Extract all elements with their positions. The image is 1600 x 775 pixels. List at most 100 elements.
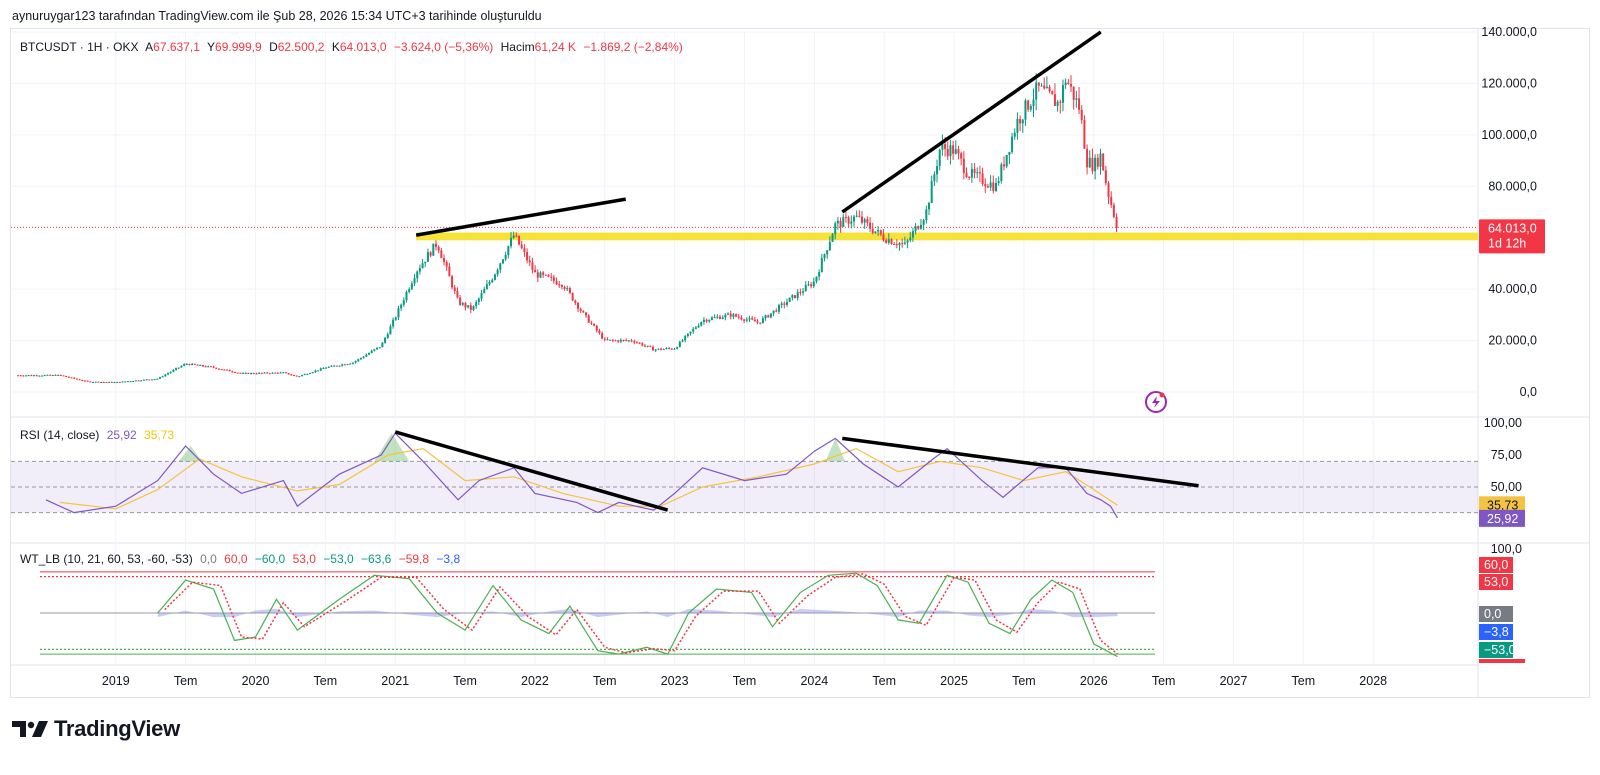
candle-body — [134, 380, 137, 382]
candle-body — [978, 172, 981, 174]
candle-body — [791, 295, 794, 298]
candle-body — [472, 306, 475, 310]
candle-body — [973, 168, 976, 174]
close-label: K — [331, 40, 340, 54]
candle-body — [863, 219, 866, 223]
candle-body — [593, 323, 596, 326]
candle-body — [936, 166, 939, 175]
candle-body — [622, 339, 625, 341]
wt-value-3: 53,0 — [292, 552, 316, 566]
candle-body — [359, 357, 362, 360]
candle-body — [542, 272, 545, 275]
candle-body — [325, 367, 328, 369]
trendline-2024-2025[interactable] — [841, 30, 1102, 214]
rsi-legend[interactable]: RSI (14, close) 25,92 35,73 — [20, 428, 178, 442]
rsi-title[interactable]: RSI (14, close) — [20, 428, 100, 442]
candle-body — [927, 203, 930, 210]
rsi-tick-label: 50,00 — [1491, 480, 1522, 494]
support-zone[interactable] — [416, 232, 1479, 241]
candle-body — [877, 230, 880, 232]
tradingview-logo[interactable]: TradingView — [12, 716, 180, 742]
candle-body — [467, 305, 470, 308]
candle-body — [268, 373, 271, 375]
main-legend[interactable]: BTCUSDT · 1H · OKX A67.637,1 Y69.999,9 D… — [20, 40, 687, 54]
candle-body — [19, 375, 22, 377]
candle-body — [686, 333, 689, 337]
candle-body — [555, 280, 558, 285]
candle-body — [595, 325, 598, 331]
candle-body — [1005, 155, 1008, 167]
price-pane[interactable] — [11, 30, 1479, 384]
candle-body — [1032, 99, 1035, 107]
open-value: 67.637,1 — [153, 40, 200, 54]
candle-body — [301, 375, 304, 377]
rsi-badge: 25,92 — [1479, 509, 1525, 527]
wt-title[interactable]: WT_LB (10, 21, 60, 53, -60, -53) — [20, 552, 193, 566]
candle-body — [550, 276, 553, 278]
candle-body — [451, 276, 454, 288]
time-tick-label: Tem — [593, 674, 617, 688]
rsi-ma-badge-bg — [1479, 496, 1525, 514]
candle-body — [255, 373, 258, 375]
candle-body — [373, 349, 376, 351]
candle-body — [1064, 82, 1067, 86]
wt1-line[interactable] — [157, 572, 1118, 658]
symbol-label[interactable]: BTCUSDT · 1H · OKX — [20, 40, 139, 54]
candle-body — [844, 217, 847, 219]
candle-body — [33, 375, 36, 377]
candle-body — [1037, 82, 1040, 86]
candle-body — [952, 145, 955, 154]
candle-body — [41, 375, 44, 377]
candle-body — [1107, 183, 1110, 197]
candle-body — [761, 318, 764, 324]
candle-body — [327, 366, 330, 368]
time-tick-label: Tem — [1152, 674, 1176, 688]
candle-body — [161, 376, 164, 378]
rsi-ma-line[interactable] — [59, 447, 1118, 510]
wt-legend[interactable]: WT_LB (10, 21, 60, 53, -60, -53) 0,0 60,… — [20, 552, 464, 566]
candle-body — [759, 322, 762, 324]
candle-body — [142, 379, 145, 381]
candle-body — [692, 328, 695, 332]
candle-body — [721, 317, 724, 319]
wt-pane[interactable] — [40, 571, 1155, 658]
candle-body — [25, 375, 28, 377]
rsi-trendline-1[interactable] — [394, 430, 669, 512]
candle-body — [16, 375, 19, 377]
candle-body — [1000, 164, 1003, 182]
wt-badge-bg — [1479, 642, 1513, 658]
chart-caption: aynuruygar123 tarafından TradingView.com… — [12, 9, 542, 23]
candle-body — [231, 371, 234, 373]
time-tick-label: 2024 — [800, 674, 828, 688]
candle-body — [410, 283, 413, 290]
candle-body — [421, 263, 424, 269]
lightning-alert-icon[interactable] — [1145, 391, 1167, 413]
rsi-line[interactable] — [45, 432, 1119, 519]
candle-body — [177, 367, 180, 369]
wt-badge: 60,0 — [1479, 557, 1513, 573]
candle-body — [416, 271, 419, 279]
candle-body — [627, 340, 630, 342]
wt-badge: 0,0 — [1479, 606, 1513, 622]
candle-body — [568, 288, 571, 293]
last-price-badge[interactable]: 64.013,01d 12h — [1479, 219, 1545, 254]
candle-body — [319, 368, 322, 371]
price-tick-label: 100.000,0 — [1481, 128, 1537, 142]
candle-body — [992, 182, 995, 191]
candle-body — [654, 349, 657, 351]
rsi-pane[interactable] — [11, 430, 1478, 519]
rsi-band — [11, 461, 1478, 513]
candle-body — [1080, 109, 1083, 121]
wt2-line[interactable] — [164, 573, 1118, 655]
candle-body — [855, 215, 858, 217]
time-tick-label: 2022 — [521, 674, 549, 688]
candle-body — [777, 305, 780, 312]
candle-body — [1086, 148, 1089, 168]
rsi-trendline-2[interactable] — [842, 436, 1199, 488]
trendline-2021[interactable] — [415, 197, 627, 237]
candle-body — [810, 284, 813, 287]
candle-body — [895, 244, 898, 246]
candle-body — [649, 345, 652, 347]
volume-change-value: −1.869,2 (−2,84%) — [583, 40, 683, 54]
